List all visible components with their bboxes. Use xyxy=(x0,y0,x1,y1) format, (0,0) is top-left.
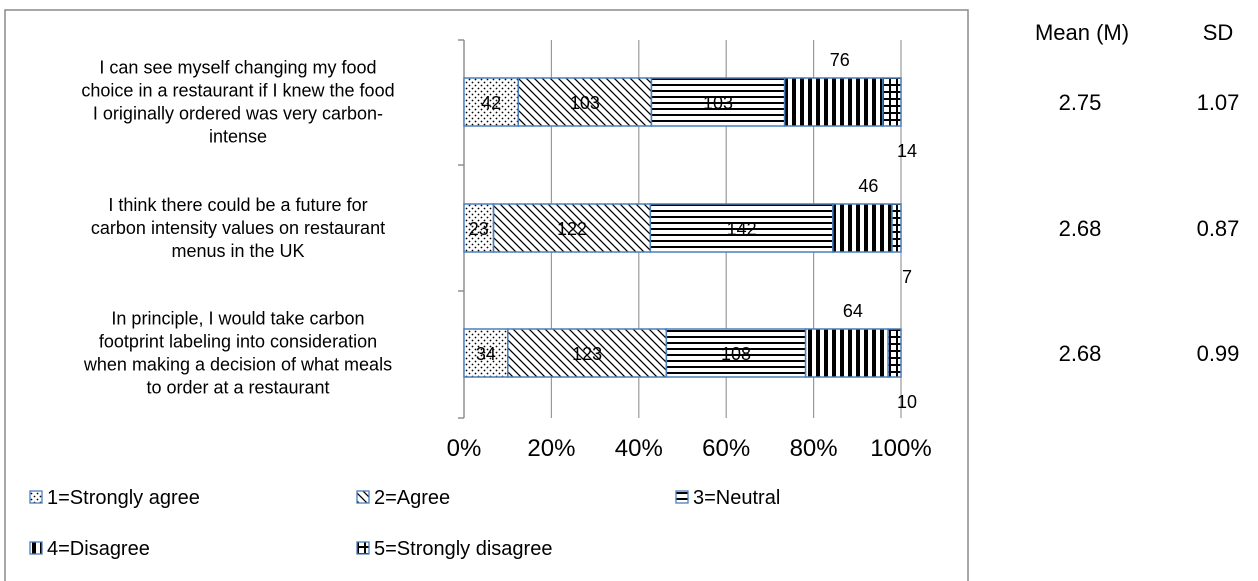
mean-value: 2.75 xyxy=(1059,90,1102,115)
category-label: I can see myself changing my food choice … xyxy=(81,58,394,147)
data-label: 103 xyxy=(703,93,733,113)
legend-swatch xyxy=(29,541,43,555)
legend-label: 3=Neutral xyxy=(693,487,780,509)
data-label: 34 xyxy=(476,344,496,364)
bar-segment xyxy=(804,328,889,378)
x-tick-label: 0% xyxy=(447,435,482,462)
bar-segment xyxy=(665,328,807,378)
legend-label: 2=Agree xyxy=(374,487,450,509)
sd-header: SD xyxy=(1203,20,1234,45)
data-label: 103 xyxy=(570,93,600,113)
y-axis xyxy=(458,39,465,419)
bar-segment xyxy=(887,328,902,378)
legend: 1=Strongly agree 2=Agree 3=Neutral 4=Disagr… xyxy=(29,487,780,560)
legend-swatch xyxy=(356,541,370,555)
data-label: 76 xyxy=(830,50,850,70)
legend-item: 1=Strongly agree xyxy=(29,487,200,509)
x-tick-label: 20% xyxy=(527,435,575,462)
sd-value: 1.07 xyxy=(1197,90,1240,115)
sd-value: 0.99 xyxy=(1197,341,1240,366)
bar-segment xyxy=(463,203,495,253)
x-tick-label: 80% xyxy=(790,435,838,462)
bars xyxy=(463,77,902,378)
x-tick-labels: 0% 20% 40% 60% 80% 100% xyxy=(447,435,932,462)
legend-item: 2=Agree xyxy=(356,487,450,509)
bar-segment xyxy=(463,328,509,378)
data-label: 122 xyxy=(557,219,587,239)
mean-value: 2.68 xyxy=(1059,341,1102,366)
data-label: 46 xyxy=(858,176,878,196)
stats-table: 2.75 1.07 2.68 0.87 2.68 0.99 Mean (M) SD xyxy=(1035,20,1239,366)
bar-segment xyxy=(517,77,653,127)
mean-value: 2.68 xyxy=(1059,216,1102,241)
category-label: I think there could be a future for carbo… xyxy=(91,195,385,261)
data-label: 142 xyxy=(727,219,757,239)
bar-segment xyxy=(649,203,834,253)
data-label: 42 xyxy=(481,93,501,113)
data-label: 7 xyxy=(902,267,912,287)
bar-segment xyxy=(783,77,884,127)
data-label: 10 xyxy=(897,392,917,412)
legend-swatch xyxy=(29,490,43,504)
legend-swatch xyxy=(356,490,370,504)
data-label: 23 xyxy=(469,219,489,239)
x-tick-label: 40% xyxy=(615,435,663,462)
bar-segment xyxy=(891,203,902,253)
x-tick-label: 60% xyxy=(702,435,750,462)
mean-header: Mean (M) xyxy=(1035,20,1129,45)
data-label: 108 xyxy=(721,344,751,364)
data-labels: 42 103 103 76 14 23 122 142 46 7 34 123 108 64 10 xyxy=(469,50,917,412)
data-label: 123 xyxy=(572,344,602,364)
legend-swatch xyxy=(675,490,689,504)
sd-value: 0.87 xyxy=(1197,216,1240,241)
bar-segment xyxy=(463,77,520,127)
bar-segment xyxy=(882,77,902,127)
data-label: 14 xyxy=(897,141,917,161)
legend-label: 1=Strongly agree xyxy=(47,487,200,509)
legend-item: 5=Strongly disagree xyxy=(356,538,552,560)
bar-segment xyxy=(492,203,652,253)
category-label: In principle, I would take carbon footpri… xyxy=(83,309,392,398)
bar-segment xyxy=(832,203,893,253)
data-label: 64 xyxy=(843,301,863,321)
chart-frame xyxy=(4,9,969,581)
x-tick-label: 100% xyxy=(870,435,931,462)
category-labels: I can see myself changing my food choice … xyxy=(81,58,394,398)
legend-item: 3=Neutral xyxy=(675,487,780,509)
legend-label: 4=Disagree xyxy=(47,538,150,560)
legend-item: 4=Disagree xyxy=(29,538,150,560)
legend-label: 5=Strongly disagree xyxy=(374,538,552,560)
